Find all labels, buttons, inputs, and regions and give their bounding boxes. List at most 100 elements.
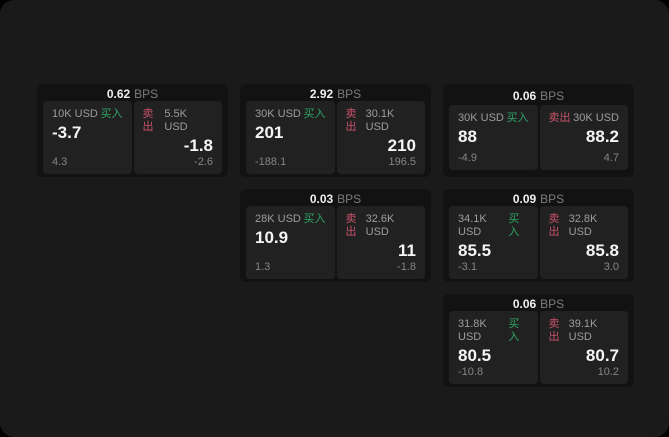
sell-panel-top-row: 卖出 30.1K USD	[346, 108, 417, 134]
buy-sell-panels: 31.8K USD 买入 80.5 -10.8 卖出 39.1K USD 80.…	[449, 311, 628, 384]
buy-amount: 30K USD	[458, 112, 504, 124]
sell-sub-value: 4.7	[603, 152, 619, 164]
buy-panel-top-row: 28K USD 买入	[255, 213, 326, 226]
sell-sub-value: 3.0	[603, 261, 619, 273]
bps-value: 0.09	[512, 192, 537, 206]
buy-sell-panels: 30K USD 买入 88 -4.9 卖出 30K USD 88.2 4.7	[449, 105, 628, 170]
sell-value: -1.8	[183, 136, 213, 155]
buy-value: 10.9	[255, 228, 289, 247]
sell-panel-top-row: 卖出 30K USD	[549, 112, 620, 125]
sell-side-label: 卖出	[142, 108, 154, 133]
buy-sell-panels: 10K USD 买入 -3.7 4.3 卖出 5.5K USD -1.8 -2.…	[43, 101, 222, 174]
sell-value: 88.2	[585, 127, 619, 146]
buy-side-label: 买入	[508, 213, 520, 238]
buy-panel-top-row: 30K USD 买入	[255, 108, 326, 121]
buy-amount: 30K USD	[255, 108, 301, 120]
sell-side-label: 卖出	[345, 108, 357, 133]
sell-value: 210	[387, 136, 416, 155]
sell-value: 85.8	[585, 241, 619, 260]
sell-panel-top-row: 卖出 5.5K USD	[143, 108, 214, 134]
buy-panel[interactable]: 30K USD 买入 201 -188.1	[246, 101, 335, 174]
bps-value: 0.62	[106, 87, 131, 101]
sell-panel[interactable]: 卖出 32.8K USD 85.8 3.0	[539, 206, 628, 279]
buy-panel[interactable]: 10K USD 买入 -3.7 4.3	[43, 101, 132, 174]
bps-value: 0.03	[309, 192, 334, 206]
buy-value: -3.7	[52, 123, 82, 142]
sell-side-label: 卖出	[548, 213, 560, 238]
sell-sub-value: -1.8	[397, 261, 416, 273]
buy-panel-top-row: 10K USD 买入	[52, 108, 123, 121]
sell-amount: 39.1K USD	[568, 318, 598, 343]
sell-panel[interactable]: 卖出 5.5K USD -1.8 -2.6	[133, 101, 222, 174]
sell-amount: 5.5K USD	[164, 108, 188, 133]
buy-sub-value: 1.3	[255, 261, 271, 273]
bps-unit-label: BPS	[540, 89, 565, 103]
buy-sell-panels: 28K USD 买入 10.9 1.3 卖出 32.6K USD 11 -1.8	[246, 206, 425, 279]
buy-sub-value: -3.1	[458, 261, 477, 273]
sell-sub-value: 10.2	[597, 366, 619, 378]
sell-sub-value: 196.5	[388, 156, 416, 168]
bps-unit-label: BPS	[540, 192, 565, 206]
sell-sub-value: -2.6	[194, 156, 213, 168]
sell-panel-top-row: 卖出 32.8K USD	[549, 213, 620, 239]
buy-side-label: 买入	[303, 108, 326, 120]
buy-sell-panels: 30K USD 买入 201 -188.1 卖出 30.1K USD 210 1…	[246, 101, 425, 174]
quote-card-1: 0.62 BPS 10K USD 买入 -3.7 4.3 卖出 5.5K USD	[37, 84, 228, 177]
sell-panel[interactable]: 卖出 32.6K USD 11 -1.8	[336, 206, 425, 279]
quote-card-3: 0.06 BPS 30K USD 买入 88 -4.9 卖出 30K USD	[443, 84, 634, 177]
buy-side-label: 买入	[100, 108, 123, 120]
sell-panel[interactable]: 卖出 39.1K USD 80.7 10.2	[539, 311, 628, 384]
sell-side-label: 卖出	[345, 213, 357, 238]
sell-amount: 32.6K USD	[365, 213, 395, 238]
bps-unit-label: BPS	[540, 297, 565, 311]
quote-card-grid: 0.62 BPS 10K USD 买入 -3.7 4.3 卖出 5.5K USD	[37, 84, 634, 387]
sell-amount: 30.1K USD	[365, 108, 395, 133]
bps-header: 0.06 BPS	[443, 294, 634, 311]
buy-panel[interactable]: 31.8K USD 买入 80.5 -10.8	[449, 311, 538, 384]
bps-value: 0.06	[512, 89, 537, 103]
buy-sub-value: -188.1	[255, 156, 287, 168]
buy-value: 201	[255, 123, 284, 142]
buy-side-label: 买入	[508, 318, 520, 343]
buy-panel[interactable]: 28K USD 买入 10.9 1.3	[246, 206, 335, 279]
buy-sell-panels: 34.1K USD 买入 85.5 -3.1 卖出 32.8K USD 85.8…	[449, 206, 628, 279]
sell-value: 11	[398, 241, 416, 260]
sell-amount: 30K USD	[573, 112, 619, 124]
sell-side-label: 卖出	[548, 112, 571, 124]
quote-card-6: 0.06 BPS 31.8K USD 买入 80.5 -10.8 卖出 39.1…	[443, 294, 634, 387]
buy-panel-top-row: 31.8K USD 买入	[458, 318, 529, 344]
bps-header: 2.92 BPS	[240, 84, 431, 101]
buy-sub-value: 4.3	[52, 156, 68, 168]
buy-amount: 10K USD	[52, 108, 98, 120]
buy-sub-value: -10.8	[458, 366, 484, 378]
sell-panel[interactable]: 卖出 30.1K USD 210 196.5	[336, 101, 425, 174]
quote-card-5: 0.09 BPS 34.1K USD 买入 85.5 -3.1 卖出 32.8K…	[443, 189, 634, 282]
bps-unit-label: BPS	[337, 192, 362, 206]
bps-value: 2.92	[309, 87, 334, 101]
buy-panel[interactable]: 30K USD 买入 88 -4.9	[449, 105, 538, 170]
buy-amount: 28K USD	[255, 213, 301, 225]
quote-card-2: 2.92 BPS 30K USD 买入 201 -188.1 卖出 30.1K …	[240, 84, 431, 177]
bps-header: 0.09 BPS	[443, 189, 634, 206]
buy-value: 88	[458, 127, 477, 146]
sell-panel-top-row: 卖出 39.1K USD	[549, 318, 620, 344]
bps-value: 0.06	[512, 297, 537, 311]
bps-header: 0.62 BPS	[37, 84, 228, 101]
buy-panel[interactable]: 34.1K USD 买入 85.5 -3.1	[449, 206, 538, 279]
sell-panel[interactable]: 卖出 30K USD 88.2 4.7	[539, 105, 628, 170]
buy-panel-top-row: 30K USD 买入	[458, 112, 529, 125]
bps-unit-label: BPS	[337, 87, 362, 101]
bps-unit-label: BPS	[134, 87, 159, 101]
buy-sub-value: -4.9	[458, 152, 477, 164]
buy-amount: 34.1K USD	[458, 213, 487, 238]
buy-side-label: 买入	[303, 213, 326, 225]
buy-value: 80.5	[458, 346, 492, 365]
bps-header: 0.06 BPS	[443, 84, 634, 105]
quote-card-4: 0.03 BPS 28K USD 买入 10.9 1.3 卖出 32.6K US…	[240, 189, 431, 282]
buy-side-label: 买入	[506, 112, 529, 124]
sell-side-label: 卖出	[548, 318, 560, 343]
sell-value: 80.7	[585, 346, 619, 365]
bps-header: 0.03 BPS	[240, 189, 431, 206]
sell-panel-top-row: 卖出 32.6K USD	[346, 213, 417, 239]
